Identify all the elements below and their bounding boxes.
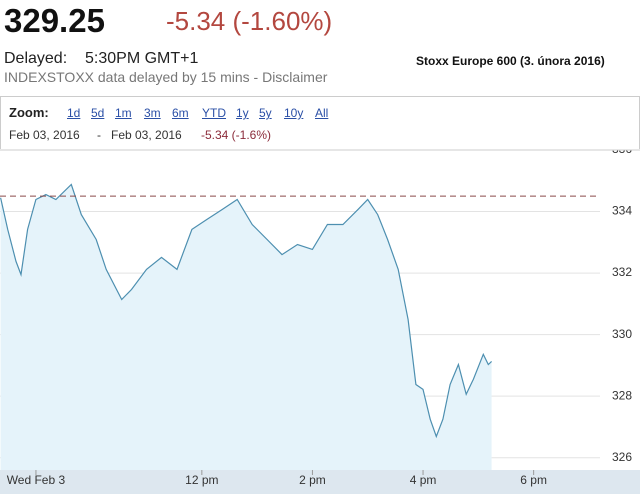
date-from[interactable]: Feb 03, 2016 (9, 128, 80, 142)
zoom-range[interactable]: All (315, 106, 329, 120)
zoom-label: Zoom: (9, 105, 49, 120)
y-tick-label: 328 (612, 388, 632, 402)
y-tick-label: 326 (612, 450, 632, 464)
price-line (0, 183, 493, 439)
toolbar: Zoom: Feb 03, 2016 - Feb 03, 2016 -5.34 … (0, 96, 640, 149)
zoom-range[interactable]: 1d (67, 106, 81, 120)
disclaimer[interactable]: INDEXSTOXX data delayed by 15 mins - Dis… (4, 69, 328, 85)
zoom-range[interactable]: 1y (236, 106, 249, 120)
delayed-label: Delayed: (4, 50, 68, 67)
zoom-range[interactable]: 10y (284, 106, 304, 120)
x-tick-label: Wed Feb 3 (7, 473, 66, 487)
zoom-range[interactable]: 3m (144, 106, 161, 120)
date-to[interactable]: Feb 03, 2016 (111, 128, 182, 142)
zoom-range[interactable]: 1m (115, 106, 132, 120)
y-tick-label: 336 (612, 142, 632, 156)
x-tick-label: 6 pm (520, 473, 547, 487)
zoom-range[interactable]: YTD (202, 106, 226, 120)
x-tick-label: 4 pm (410, 473, 437, 487)
price-change: -5.34 (-1.60%) (166, 6, 333, 36)
range-change: -5.34 (-1.6%) (201, 128, 272, 142)
price: 329.25 (4, 2, 105, 39)
area-fill (0, 184, 492, 470)
date-separator: - (97, 128, 101, 142)
zoom-range[interactable]: 6m (172, 106, 189, 120)
zoom-range[interactable]: 5y (259, 106, 272, 120)
delayed-time: 5:30PM GMT+1 (85, 50, 199, 67)
y-tick-label: 330 (612, 327, 632, 341)
x-tick-label: 2 pm (299, 473, 326, 487)
caption: Stoxx Europe 600 (3. února 2016) (416, 54, 605, 68)
y-tick-label: 334 (612, 204, 632, 218)
y-tick-label: 332 (612, 265, 632, 279)
x-tick-label: 12 pm (185, 473, 218, 487)
zoom-range[interactable]: 5d (91, 106, 105, 120)
